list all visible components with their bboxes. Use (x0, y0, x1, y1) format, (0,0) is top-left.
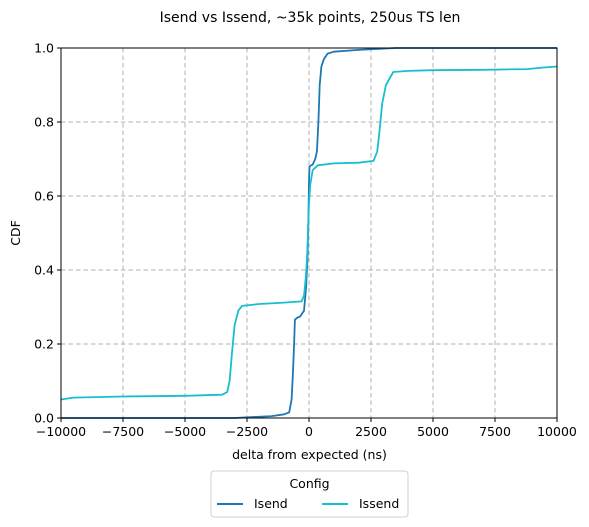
y-tick-label: 0.2 (34, 337, 54, 352)
legend: Config Isend Issend (210, 470, 409, 518)
x-tick-label: 0 (305, 424, 313, 439)
y-tick-label: 1.0 (34, 41, 54, 56)
y-tick-label: 0.0 (34, 411, 54, 426)
x-tick-label: −5000 (164, 424, 206, 439)
y-tick-label: 0.4 (34, 263, 54, 278)
x-tick-label: −10000 (36, 424, 86, 439)
y-tick-label: 0.8 (34, 115, 54, 130)
y-tick-label: 0.6 (34, 189, 54, 204)
y-axis-label: CDF (8, 220, 23, 246)
x-tick-label: 5000 (417, 424, 449, 439)
legend-label-issend: Issend (359, 496, 399, 511)
legend-box (210, 470, 409, 518)
x-tick-label: −2500 (226, 424, 268, 439)
x-axis-label: delta from expected (ns) (232, 447, 387, 462)
series-layer (60, 47, 558, 419)
x-tick-label: 10000 (537, 424, 577, 439)
legend-title: Config (289, 476, 329, 491)
x-axis: −10000 −7500 −5000 −2500 0 2500 5000 7500 10000 (36, 418, 577, 439)
x-tick-label: −7500 (102, 424, 144, 439)
x-tick-label: 2500 (355, 424, 387, 439)
x-tick-label: 7500 (479, 424, 511, 439)
legend-label-isend: Isend (254, 496, 288, 511)
y-axis: 0.0 0.2 0.4 0.6 0.8 1.0 (34, 41, 61, 426)
chart-title: Isend vs Issend, ~35k points, 250us TS l… (160, 10, 461, 26)
series-line-issend (60, 65, 558, 401)
